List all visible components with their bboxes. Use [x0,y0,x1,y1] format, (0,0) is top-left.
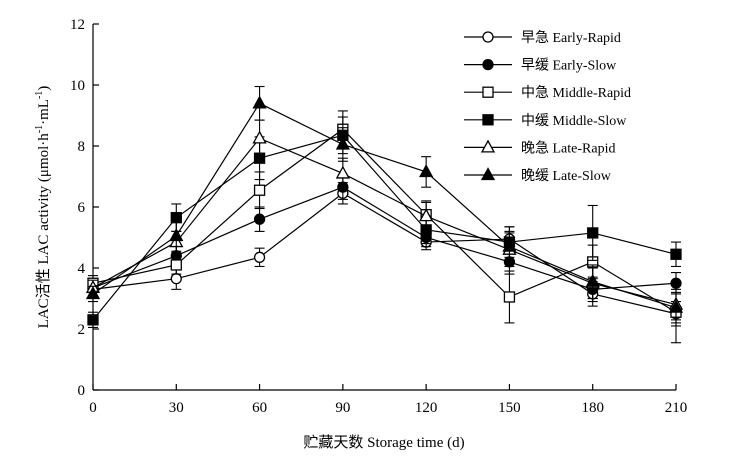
data-point-triangle-filled [419,164,434,178]
data-point-circle-open [253,251,266,263]
data-point-triangle-filled [252,95,267,109]
data-point-triangle-filled [335,136,350,150]
x-tick-label: 0 [89,400,97,416]
data-point-square-open [503,291,516,303]
legend-marker-square-filled [482,114,494,126]
data-point-circle-filled [253,213,266,225]
x-tick-label: 120 [415,400,438,416]
y-tick-label: 0 [78,383,86,399]
series-line [92,134,677,321]
data-point-square-filled [87,314,99,326]
series-line [92,102,677,309]
series-5 [85,85,684,324]
y-tick-label: 6 [78,200,86,216]
data-point-triangle-open [419,208,434,222]
data-point-triangle-filled [502,238,517,252]
x-tick-label: 30 [169,400,184,416]
x-tick-label: 60 [252,400,267,416]
data-point-triangle-filled [169,228,184,242]
data-point-triangle-filled [585,273,600,287]
data-point-square-filled [587,227,599,239]
y-tick-label: 10 [70,78,85,94]
data-point-square-open [170,259,182,271]
series-layer [85,85,684,344]
y-tick-label: 12 [70,17,85,33]
series-line [92,128,677,313]
y-axis-title: LAC活性 LAC activity (μmol·h-1·mL-1) [34,86,52,329]
legend-item: 晚急 Late-Rapid [464,139,615,156]
legend-marker-triangle-open [480,139,496,153]
legend-item: 早缓 Early-Slow [464,58,617,74]
data-point-triangle-filled [85,286,101,300]
y-tick-label: 2 [78,322,86,338]
legend: 早急 Early-Rapid 早缓 Early-Slow 中急 Middle-Rap… [464,30,631,184]
x-tick-label: 180 [581,400,604,416]
data-point-triangle-filled [668,299,684,313]
legend-item: 早急 Early-Rapid [464,30,621,46]
data-point-square-open [253,184,266,196]
y-tick-label: 8 [78,139,86,155]
series-2 [87,110,682,344]
legend-marker-circle-open [482,31,494,43]
series-line [92,137,677,306]
x-ticks: 0 30 60 90 120 150 180 210 [89,384,687,416]
x-tick-label: 210 [665,400,688,416]
legend-marker-circle-filled [482,58,494,71]
legend-label: 中急 Middle-Rapid [521,85,631,101]
y-tick-label: 4 [78,261,86,277]
legend-label: 晚急 Late-Rapid [521,140,615,156]
axes [92,24,676,391]
legend-marker-triangle-filled [480,167,496,181]
data-point-triangle-open [252,130,267,144]
legend-label: 早缓 Early-Slow [521,58,617,74]
data-point-circle-open [170,273,182,285]
legend-label: 晚缓 Late-Slow [521,168,612,184]
series-line [92,186,677,290]
x-tick-label: 150 [498,400,521,416]
legend-label: 中缓 Middle-Slow [521,113,627,129]
y-ticks: 0 2 4 6 8 10 12 [70,17,99,399]
legend-item: 晚缓 Late-Slow [464,167,612,184]
data-point-triangle-open [335,165,350,179]
legend-item: 中缓 Middle-Slow [464,113,627,129]
data-point-square-filled [670,248,682,260]
legend-marker-square-open [482,86,494,98]
x-tick-label: 90 [335,400,350,416]
legend-item: 中急 Middle-Rapid [464,85,631,101]
legend-label: 早急 Early-Rapid [521,30,621,46]
x-axis-title: 贮藏天数 Storage time (d) [303,434,464,451]
